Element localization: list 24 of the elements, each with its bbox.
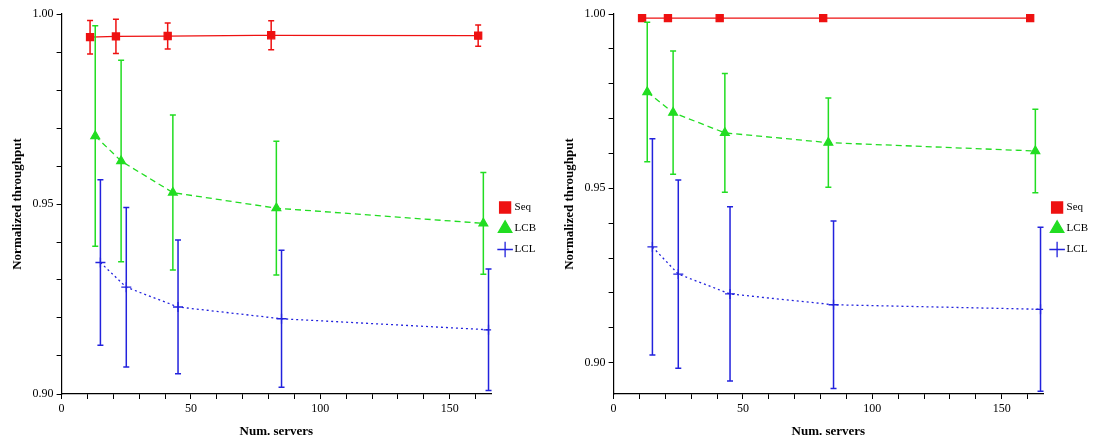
x-tick-label: 0 [58,401,65,416]
legend-label: Seq [1066,200,1084,213]
legend-label: Seq [514,200,532,213]
legend-label: LCB [514,221,537,234]
legend-label: LCL [514,242,536,255]
legend-label: LCL [1066,242,1088,255]
x-tick-label: 150 [440,401,459,416]
y-tick-label: 0.95 [584,180,606,195]
x-tick-label: 50 [736,401,749,416]
y-tick-label: 0.95 [32,196,54,211]
y-tick-label: 1.00 [32,6,54,21]
x-axis-title: Num. servers [239,422,314,438]
legend-label: LCB [1066,221,1089,234]
y-axis-title: Normalized throughput [9,137,25,270]
x-axis-title: Num. servers [791,422,866,438]
x-tick-label: 150 [992,401,1011,416]
x-tick-label: 100 [311,401,330,416]
y-tick-label: 1.00 [584,6,606,21]
x-tick-label: 50 [184,401,197,416]
y-tick-label: 0.90 [584,354,606,369]
y-axis-title: Normalized throughput [561,137,577,270]
x-tick-label: 100 [863,401,882,416]
y-tick-label: 0.90 [32,386,54,401]
x-tick-label: 0 [610,401,617,416]
